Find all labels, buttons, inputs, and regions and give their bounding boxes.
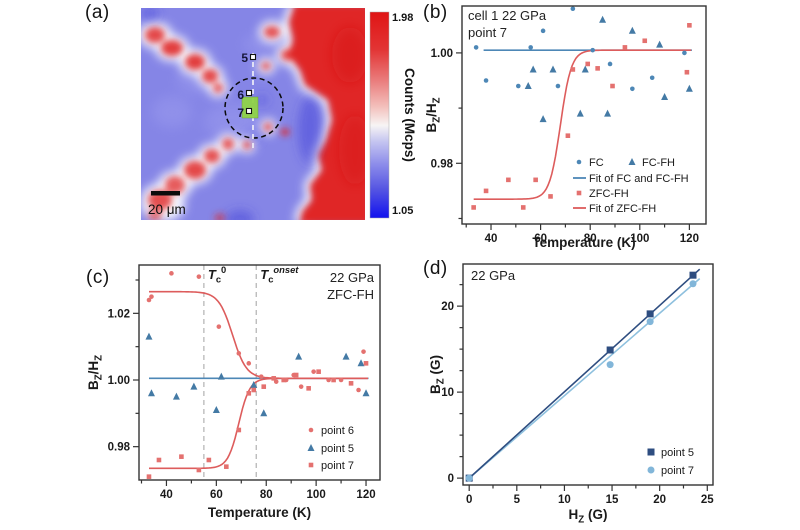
legend-label: ZFC-FH — [589, 188, 629, 200]
panel-a-heatmap: 5 6 7 20 μm 1.98 1.05 Counts (Mcps) — [141, 8, 417, 220]
inset-title: cell 1 22 GPa — [468, 8, 547, 23]
svg-text:0.98: 0.98 — [431, 158, 454, 170]
series-fc — [473, 6, 687, 92]
legend-label: Fit of ZFC-FH — [589, 203, 656, 215]
inset-title: ZFC-FH — [327, 287, 374, 302]
svg-text:80: 80 — [584, 233, 597, 245]
svg-text:10: 10 — [441, 387, 454, 399]
svg-text:120: 120 — [680, 233, 699, 245]
tick-labels: 40 60 80 100 120 0.98 1.00 1.02 — [108, 308, 376, 501]
axis-ticks — [456, 52, 690, 230]
y-axis-label: BZ/HZ — [424, 97, 443, 132]
svg-text:5: 5 — [514, 494, 521, 506]
colorbar-title: Counts (Mcps) — [402, 68, 417, 162]
colorbar: 1.98 1.05 Counts (Mcps) — [369, 11, 417, 219]
x-axis-label: Temperature (K) — [208, 505, 311, 520]
series-point-5 — [145, 332, 370, 417]
critical-temp-annotation: Tc0 — [208, 264, 226, 285]
plot-area — [145, 265, 370, 480]
panel-a-label: (a) — [85, 2, 110, 23]
tick-labels: 0 5 10 15 20 25 0 10 20 — [441, 301, 714, 506]
legend-label: Fit of FC and FC-FH — [589, 173, 689, 185]
panel-d-chart: 0 5 10 15 20 25 0 10 20 HZ (G) BZ (G) 22 GPa point 5… — [428, 263, 714, 526]
svg-text:20: 20 — [653, 494, 666, 506]
colorbar-min-label: 1.05 — [392, 205, 413, 217]
legend: point 5 point 7 — [647, 447, 694, 477]
svg-text:1.00: 1.00 — [108, 375, 130, 387]
fit-line — [149, 290, 368, 380]
axes-frame — [461, 5, 707, 225]
fluorescence-map-image: 5 6 7 20 μm — [141, 8, 365, 220]
point-6-label: 6 — [237, 88, 244, 102]
inset-title: point 7 — [468, 25, 507, 40]
point-markers — [245, 53, 257, 115]
green-roi-rect — [241, 96, 259, 119]
point-7-label: 7 — [237, 106, 244, 120]
tick-labels: 40 60 80 100 120 0.98 1.00 — [431, 48, 699, 245]
scale-bar-label: 20 μm — [148, 202, 186, 217]
svg-text:20: 20 — [441, 301, 454, 313]
axes-frame — [138, 264, 381, 481]
scale-bar — [151, 191, 180, 196]
legend-label: point 5 — [661, 447, 694, 459]
legend-label: point 7 — [321, 460, 354, 472]
inset-title: 22 GPa — [471, 268, 516, 283]
x-axis-label: HZ (G) — [569, 507, 608, 526]
point-7-marker — [245, 107, 253, 115]
legend-label: point 5 — [321, 443, 354, 455]
svg-text:15: 15 — [606, 494, 619, 506]
critical-temp-annotation: Tconset — [260, 264, 299, 285]
legend: FC FC-FH Fit of FC and FC-FH ZFC-FH Fit of Z… — [573, 157, 689, 215]
legend-label: point 7 — [661, 465, 694, 477]
panel-b-chart: 40 60 80 100 120 0.98 1.00 Temperature (K) BZ/HZ… — [424, 5, 707, 250]
svg-text:40: 40 — [485, 233, 498, 245]
svg-text:0.98: 0.98 — [108, 442, 131, 454]
plot-area — [471, 6, 693, 210]
panel-d-label: (d) — [423, 258, 448, 279]
inset-title: 22 GPa — [330, 270, 375, 285]
legend-label: point 6 — [321, 425, 354, 437]
series-zfc-fh — [471, 23, 692, 210]
svg-text:0: 0 — [466, 494, 472, 506]
y-axis-label: BZ/HZ — [86, 355, 105, 390]
series-fc-fh — [524, 15, 693, 123]
svg-text:25: 25 — [701, 494, 714, 506]
svg-text:100: 100 — [307, 489, 326, 501]
colorbar-max-label: 1.98 — [392, 12, 413, 24]
point-6-marker — [245, 89, 253, 97]
axis-ticks — [133, 279, 367, 486]
svg-text:80: 80 — [260, 489, 273, 501]
series-point-7 — [146, 361, 369, 479]
svg-text:60: 60 — [210, 489, 223, 501]
svg-text:40: 40 — [160, 489, 173, 501]
series-point-7 — [465, 280, 697, 482]
svg-text:100: 100 — [630, 233, 649, 245]
svg-text:1.00: 1.00 — [431, 48, 453, 60]
legend-label: FC — [589, 157, 604, 169]
svg-text:120: 120 — [356, 489, 375, 501]
fit-line — [473, 49, 692, 200]
fit-line — [468, 278, 701, 479]
point-5-marker — [249, 53, 257, 61]
svg-text:60: 60 — [534, 233, 547, 245]
y-axis-label: BZ (G) — [428, 355, 447, 394]
legend-label: FC-FH — [642, 157, 675, 169]
panel-c-chart: 40 60 80 100 120 0.98 1.00 1.02 Temperature (K) B… — [86, 264, 381, 520]
legend: point 6 point 5 point 7 — [307, 425, 354, 472]
plot-area — [465, 268, 701, 482]
fit-line — [468, 268, 701, 479]
svg-text:0: 0 — [448, 473, 454, 485]
point-5-label: 5 — [241, 51, 248, 65]
panel-c-label: (c) — [86, 267, 110, 288]
axis-ticks — [457, 284, 708, 491]
panel-b-label: (b) — [423, 2, 448, 23]
x-axis-label: Temperature (K) — [532, 235, 635, 250]
svg-text:1.02: 1.02 — [108, 308, 130, 320]
svg-text:10: 10 — [558, 494, 571, 506]
